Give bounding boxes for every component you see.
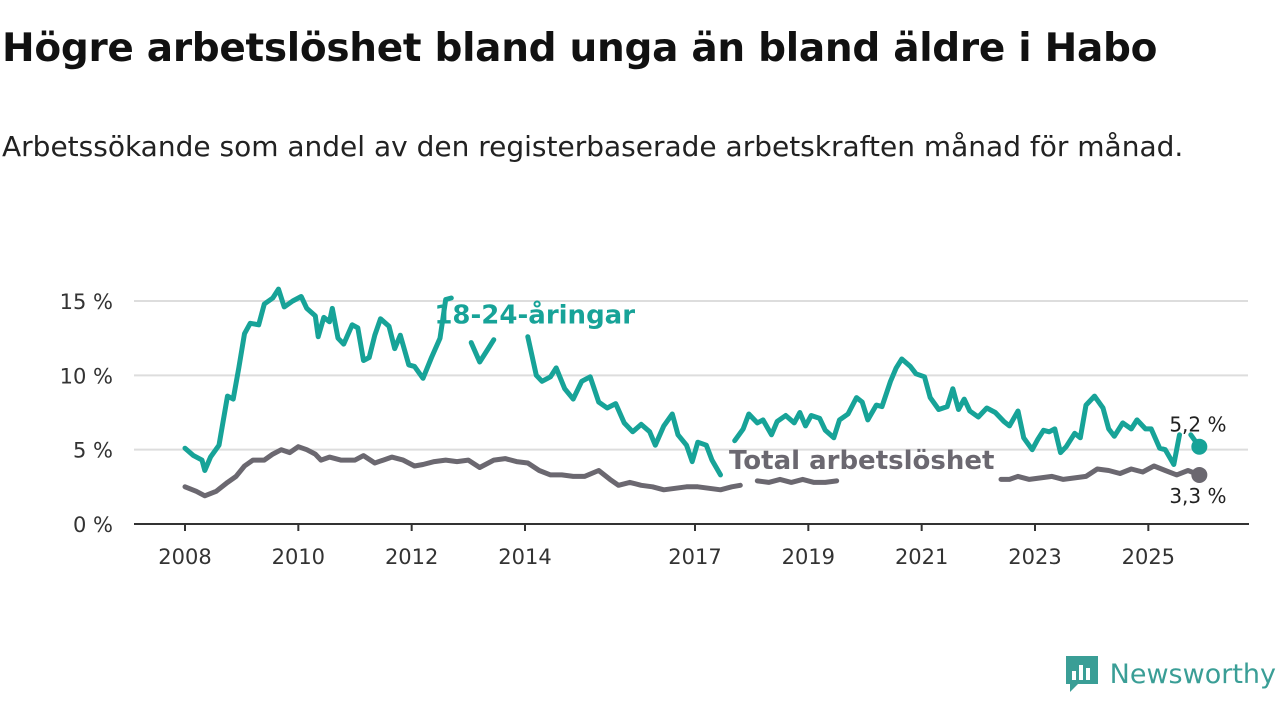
series-line [998,463,1202,482]
y-tick-label: 10 % [60,364,113,388]
x-tick-label: 2025 [1122,545,1175,569]
series-annotation: Total arbetslöshet [729,446,994,476]
x-tick-label: 2019 [782,545,835,569]
series-line [754,476,840,485]
x-tick-label: 2021 [895,545,948,569]
y-tick-label: 15 % [60,290,113,314]
series-annotation: 18-24-åringar [434,298,635,330]
series-line [182,286,454,473]
chart-subtitle: Arbetssökande som andel av den registerb… [2,130,1184,163]
axes: 0 % 5 % 10 % 15 % 2008 2010 2012 2014 2017 2019 20… [60,290,1249,569]
series-line [732,356,1182,467]
y-tick-label: 5 % [73,439,113,463]
x-tick-label: 2014 [498,545,551,569]
x-tick-label: 2012 [385,545,438,569]
chart-title: Högre arbetslöshet bland unga än bland ä… [2,26,1158,71]
bar-chart-icon [1065,656,1098,692]
end-point-dot [1191,466,1208,483]
x-tick-label: 2023 [1008,545,1061,569]
newsworthy-logo: Newsworthy [1064,654,1276,694]
series-lines [182,286,1208,499]
end-value-label: 3,3 % [1169,484,1226,508]
brand-name: Newsworthy [1109,658,1276,690]
x-tick-label: 2010 [272,545,325,569]
series-line [182,444,743,499]
series-line [468,337,497,365]
y-tick-label: 0 % [73,513,113,537]
x-tick-label: 2017 [668,545,721,569]
end-value-label: 5,2 % [1169,413,1226,437]
end-point-dot [1191,438,1208,455]
series-labels: 5,2 % 3,3 % 18-24-åringar Total arbetslöshe… [434,298,1226,508]
series-line [525,334,723,478]
x-tick-label: 2008 [158,545,211,569]
